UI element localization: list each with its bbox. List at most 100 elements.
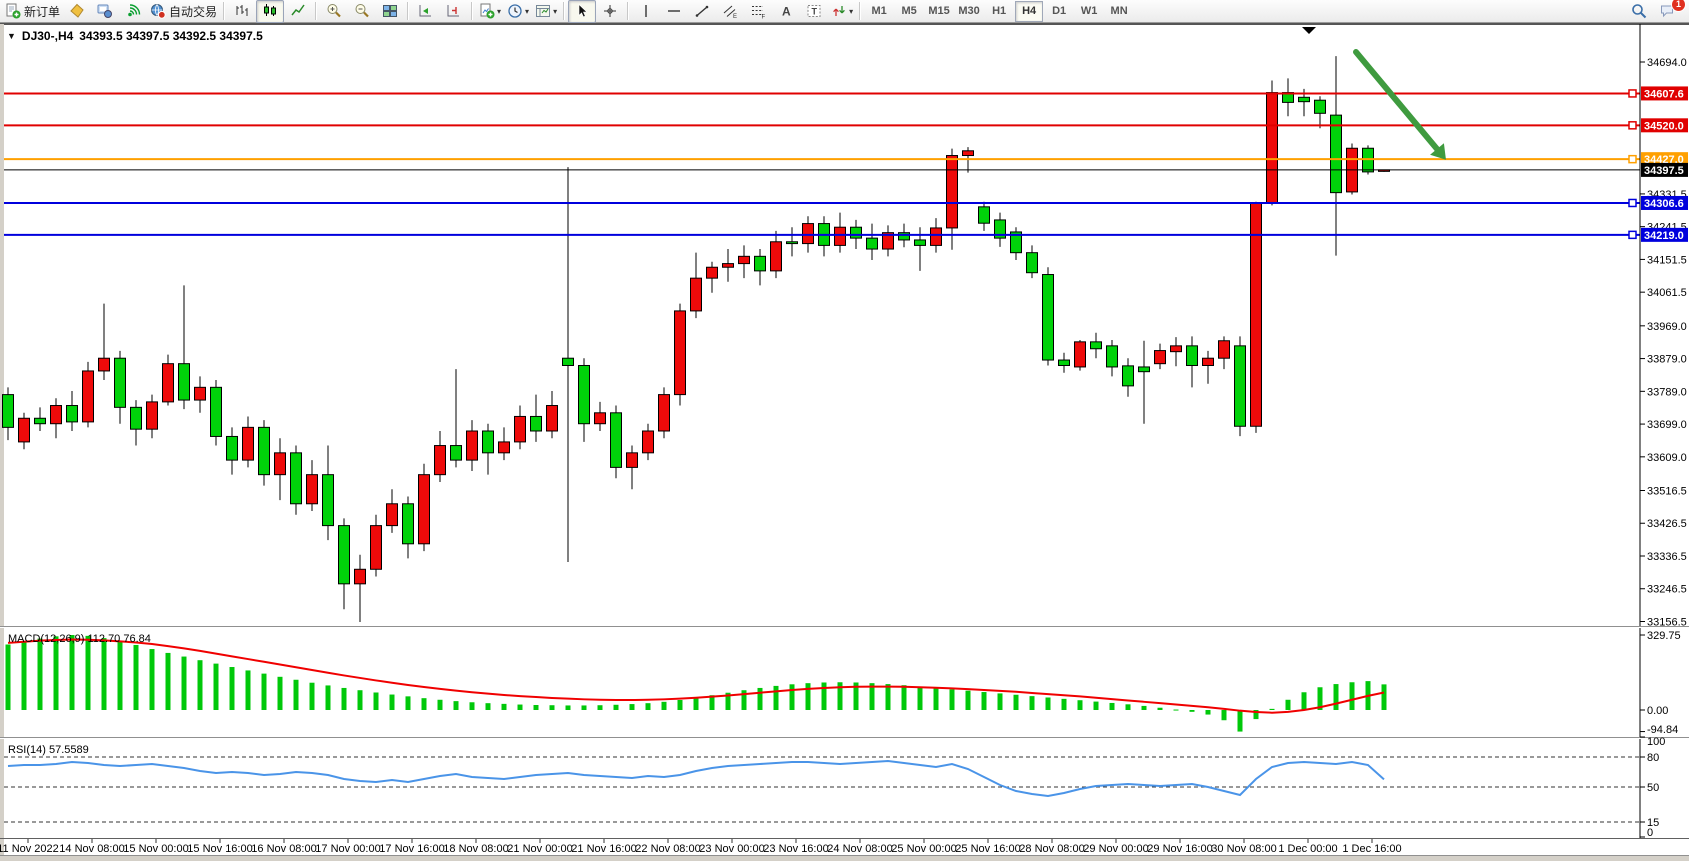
zoom-out-button[interactable] — [348, 0, 376, 23]
chart-shift-icon — [447, 5, 460, 17]
text-label-button[interactable]: T — [800, 0, 828, 23]
candle-up — [498, 441, 510, 454]
candle-down — [114, 357, 126, 408]
vertical-line-icon — [645, 5, 647, 17]
arrows-button-dropdown-caret[interactable]: ▾ — [849, 6, 854, 16]
time-axis-label: 29 Nov 16:00 — [1147, 843, 1212, 855]
timeframe-m1-button[interactable]: M1 — [871, 5, 887, 17]
timeframe-h1-button[interactable]: H1 — [992, 5, 1007, 17]
candle-up — [50, 405, 62, 425]
zoom-in-button[interactable] — [320, 0, 348, 23]
new-order-button-label: 新订单 — [24, 4, 61, 19]
candle-down — [2, 394, 14, 428]
search-icon — [1632, 4, 1647, 19]
periods-button[interactable]: ▾ — [504, 0, 532, 23]
cursor-button[interactable] — [568, 0, 597, 23]
arrows-button[interactable]: ▾ — [828, 0, 856, 23]
macd-histogram-bar — [661, 701, 667, 710]
rsi-axis-label: 0 — [1647, 827, 1653, 839]
notifications-button[interactable]: 1 — [1653, 0, 1686, 23]
hline-end-marker — [1628, 154, 1637, 164]
candle-down — [1298, 96, 1310, 103]
macd-histogram-bar — [149, 649, 155, 710]
candle-up — [722, 263, 734, 268]
one-click-trading-arrow[interactable]: ▼ — [7, 31, 16, 41]
candle-chart-button[interactable] — [256, 0, 285, 23]
notification-count-badge: 1 — [1671, 0, 1686, 12]
periods-button-dropdown-caret[interactable]: ▾ — [525, 6, 530, 16]
timeframe-m15-button[interactable]: M15 — [928, 5, 950, 17]
macd-histogram-bar — [597, 705, 603, 710]
timeframe-mn-button[interactable]: MN — [1110, 5, 1128, 17]
tile-windows-button[interactable] — [376, 0, 404, 23]
new-order-icon — [6, 3, 21, 19]
macd-histogram-bar — [1061, 698, 1067, 710]
candle-down — [1122, 365, 1134, 387]
time-axis-label: 14 Nov 08:00 — [59, 843, 124, 855]
horizontal-line-button[interactable] — [660, 0, 688, 23]
timeframe-m30-button[interactable]: M30 — [958, 5, 980, 17]
macd-histogram-bar — [693, 697, 699, 710]
auto-scroll-button[interactable] — [412, 0, 440, 23]
macd-histogram-bar — [245, 670, 251, 710]
macd-histogram-bar — [613, 704, 619, 710]
macd-axis-label: 0.00 — [1647, 705, 1668, 717]
macd-histogram-bar — [789, 684, 795, 710]
candle-up — [946, 155, 958, 229]
fibonacci-button[interactable]: F — [744, 0, 772, 23]
macd-histogram-bar — [533, 704, 539, 710]
candle-up — [1170, 345, 1182, 353]
macd-histogram-bar — [101, 638, 107, 710]
macd-histogram-bar — [197, 660, 203, 710]
macd-histogram-bar — [1285, 699, 1291, 710]
trend-line-button[interactable] — [688, 0, 716, 23]
annotation-arrow-head[interactable] — [1430, 143, 1446, 160]
macd-histogram-bar — [549, 705, 555, 710]
macd-histogram-bar — [1157, 707, 1163, 710]
search-button[interactable] — [1625, 0, 1653, 23]
new-order-button[interactable]: 新订单 — [2, 0, 63, 23]
meta-editor-button[interactable] — [91, 0, 119, 23]
timeframe-w1-button[interactable]: W1 — [1080, 5, 1098, 17]
toolbar-separator — [223, 2, 226, 20]
text-button[interactable]: A — [772, 0, 800, 23]
macd-histogram-bar — [213, 663, 219, 710]
macd-histogram-bar — [389, 694, 395, 710]
candle-up — [802, 223, 814, 245]
candle-down — [1010, 231, 1022, 254]
templates-button-dropdown-caret[interactable]: ▾ — [553, 6, 558, 16]
line-chart-button[interactable] — [284, 0, 312, 23]
macd-histogram-bar — [437, 699, 443, 710]
macd-axis-label: 329.75 — [1647, 630, 1681, 642]
bar-chart-button[interactable] — [228, 0, 256, 23]
signals-button[interactable] — [119, 0, 147, 23]
templates-button[interactable]: ▾ — [532, 0, 560, 23]
current-price-badge-text: 34397.5 — [1644, 165, 1684, 177]
candle-down — [130, 406, 142, 430]
candle-down — [1026, 252, 1038, 274]
macd-histogram-bar — [309, 682, 315, 710]
timeframe-m5-button[interactable]: M5 — [901, 5, 917, 17]
chart-shift-marker-icon[interactable] — [1302, 27, 1316, 34]
macd-histogram-bar — [677, 699, 683, 710]
rsi-axis-label: 80 — [1647, 752, 1659, 764]
macd-histogram-bar — [469, 702, 475, 710]
auto-trading-button[interactable]: 自动交易 — [147, 0, 220, 23]
crosshair-button[interactable] — [596, 0, 624, 23]
annotation-arrow[interactable] — [1353, 49, 1440, 152]
macd-histogram-bar — [453, 701, 459, 710]
timeframe-d1-button[interactable]: D1 — [1052, 5, 1067, 17]
candle-down — [1090, 341, 1102, 350]
new-chart-button-dropdown-caret[interactable]: ▾ — [497, 6, 502, 16]
new-chart-button[interactable]: ▾ — [476, 0, 504, 23]
candle-up — [594, 412, 606, 425]
vertical-line-button[interactable] — [632, 0, 660, 23]
chart-shift-button[interactable] — [440, 0, 468, 23]
timeframe-h4-button[interactable]: H4 — [1015, 0, 1044, 22]
macd-histogram-bar — [133, 644, 139, 710]
price-badge-34219.0-text: 34219.0 — [1644, 230, 1684, 242]
equidistant-channel-button[interactable]: E — [716, 0, 744, 23]
candle-up — [1218, 340, 1230, 359]
candle-up — [194, 386, 206, 401]
market-watch-button[interactable] — [63, 0, 91, 23]
